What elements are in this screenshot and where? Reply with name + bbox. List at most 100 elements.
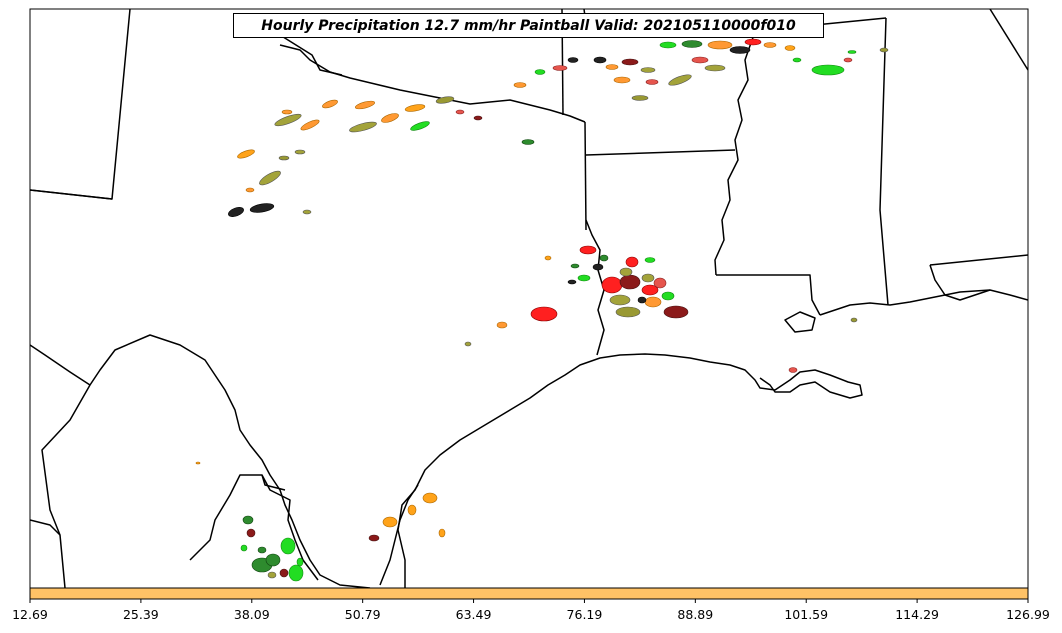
precip-blob (625, 256, 639, 268)
precip-blob (464, 341, 472, 347)
precip-blob (240, 544, 248, 552)
chart-title: Hourly Precipitation 12.7 mm/hr Paintbal… (233, 13, 824, 38)
precip-blob (641, 284, 659, 296)
precip-blob (644, 296, 662, 308)
colorbar-ticks (29, 599, 1029, 603)
precip-blob (267, 571, 277, 579)
precip-blob (792, 57, 802, 63)
border-mx-states-4 (261, 474, 286, 491)
precip-blob (228, 207, 244, 217)
border-mx-states-3 (189, 474, 319, 581)
precip-blob (257, 546, 267, 554)
border-ms-al (879, 17, 889, 306)
precip-blob (593, 56, 607, 64)
precip-blob (368, 534, 380, 542)
precip-blob (279, 568, 289, 578)
colorbar-tick-label: 114.29 (895, 607, 939, 622)
border-tx-ar (584, 121, 587, 231)
precip-blob (288, 564, 304, 582)
precip-blob (296, 557, 304, 567)
ks-ok-region (279, 34, 343, 76)
border-ga-al (989, 9, 1028, 71)
precip-blob (577, 274, 591, 282)
precip-blob (435, 96, 455, 104)
precip-blob (302, 209, 312, 215)
precip-blob (843, 57, 853, 63)
precip-blob (729, 46, 751, 54)
precip-blob (681, 40, 703, 48)
gulf-coastline (397, 353, 863, 588)
precip-blob (645, 79, 659, 85)
colorbar-tick-label: 101.59 (784, 607, 829, 622)
precip-blob (661, 291, 675, 301)
precip-blob (407, 504, 417, 516)
precip-blob (847, 50, 857, 54)
colorbar-tick-label: 76.19 (566, 607, 603, 622)
precip-blob (473, 115, 483, 121)
precip-blob (300, 119, 320, 131)
la-coast-east (819, 289, 1028, 316)
precip-blob (637, 296, 647, 304)
precip-blob (644, 257, 656, 263)
precip-blob (496, 321, 508, 329)
colorbar-tick-label: 12.69 (12, 607, 48, 622)
tx-barrier-island (379, 484, 419, 586)
colorbar-tick-label: 50.79 (344, 607, 381, 622)
precip-blob (659, 41, 677, 49)
precip-blob (242, 515, 254, 525)
precip-blob (788, 367, 798, 373)
precip-blob (613, 76, 631, 84)
precip-blob (530, 306, 558, 322)
border-ok-red-river (279, 44, 586, 123)
precip-blob (599, 254, 609, 262)
precip-blob (653, 277, 667, 289)
precip-blob (274, 113, 302, 127)
precip-blob (294, 149, 306, 155)
precip-blob (513, 82, 527, 88)
precip-blob (707, 40, 733, 50)
colorbar-tick-label: 25.39 (122, 607, 159, 622)
border-mx-states-1 (41, 384, 91, 588)
precip-blob (349, 121, 377, 133)
precip-blob (663, 305, 689, 319)
precip-blob (579, 245, 597, 255)
precip-blob (601, 276, 623, 294)
precip-blob (763, 42, 777, 48)
precip-blob (278, 155, 290, 161)
precip-blob (322, 99, 338, 109)
border-la-ms (716, 274, 821, 316)
precip-blob (355, 100, 375, 110)
precip-blob (691, 56, 709, 64)
precip-blob (879, 47, 889, 53)
florida-panhandle-coast (929, 264, 991, 301)
colorbar (29, 587, 1029, 600)
precip-blob (381, 113, 399, 123)
precip-blob (631, 95, 649, 101)
border-ar-ms-river (714, 19, 761, 276)
precip-blob (570, 263, 580, 269)
lake-pontchartrain (784, 311, 816, 333)
colorbar-tick-label: 63.49 (455, 607, 492, 622)
precip-blob (382, 516, 398, 528)
precip-blob (641, 273, 655, 283)
precip-blob (404, 104, 426, 112)
precip-blob (592, 263, 604, 271)
map-frame (29, 8, 1029, 589)
border-ar-la (585, 149, 736, 156)
precip-blob (249, 203, 275, 213)
precip-blob (619, 274, 641, 290)
border-tx-mx (30, 334, 371, 588)
precip-blob (410, 121, 430, 131)
precip-blob (280, 537, 296, 555)
precip-blob (544, 255, 552, 261)
border-al-fl (929, 254, 1028, 266)
precip-blob (811, 64, 845, 76)
precip-blob (640, 67, 656, 73)
precip-blob (850, 317, 858, 323)
precip-blob (567, 279, 577, 285)
border-tx-la-sabine (585, 219, 605, 356)
precip-blob (552, 65, 568, 71)
precip-blob (567, 57, 579, 63)
precip-blob (245, 187, 255, 193)
